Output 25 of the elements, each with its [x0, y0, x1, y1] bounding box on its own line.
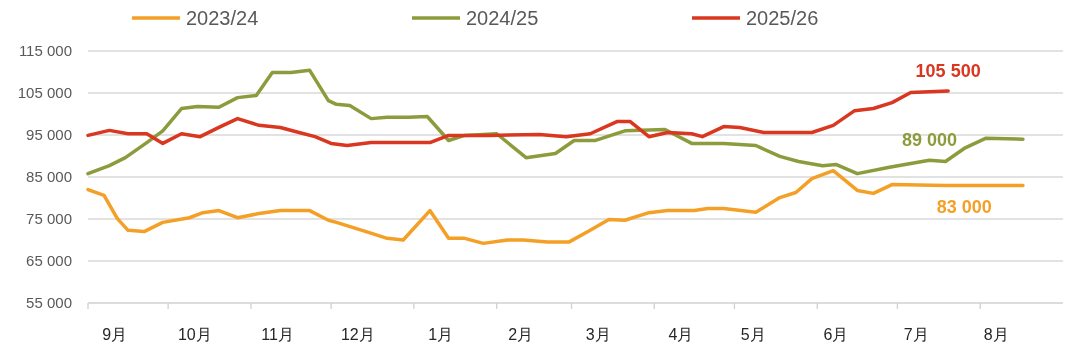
y-tick-label: 95 000 — [26, 126, 72, 143]
x-tick-label: 3月 — [585, 326, 611, 343]
y-tick-label: 105 000 — [17, 84, 72, 101]
x-tick-label: 11月 — [261, 326, 294, 343]
legend-label: 2025/26 — [746, 7, 819, 29]
x-tick-label: 5月 — [740, 326, 766, 343]
y-tick-label: 75 000 — [26, 210, 72, 227]
x-tick-label: 8月 — [983, 326, 1009, 343]
x-tick-label: 12月 — [340, 326, 375, 343]
x-tick-label: 1月 — [428, 326, 454, 343]
x-tick-label: 4月 — [668, 326, 694, 343]
y-tick-label: 115 000 — [18, 42, 72, 59]
legend-label: 2023/24 — [186, 7, 259, 29]
x-tick-label: 7月 — [903, 326, 929, 343]
annotation: 105 500 — [915, 60, 981, 81]
annotation: 89 000 — [901, 130, 957, 151]
y-tick-label: 65 000 — [26, 252, 72, 269]
x-tick-label: 10月 — [177, 326, 212, 343]
x-tick-label: 2月 — [508, 326, 534, 343]
x-tick-label: 6月 — [823, 326, 849, 343]
legend-label: 2024/25 — [466, 7, 539, 29]
annotation: 83 000 — [936, 197, 992, 218]
x-tick-label: 9月 — [102, 326, 128, 343]
y-tick-label: 85 000 — [26, 168, 72, 185]
y-tick-label: 55 000 — [26, 294, 72, 311]
